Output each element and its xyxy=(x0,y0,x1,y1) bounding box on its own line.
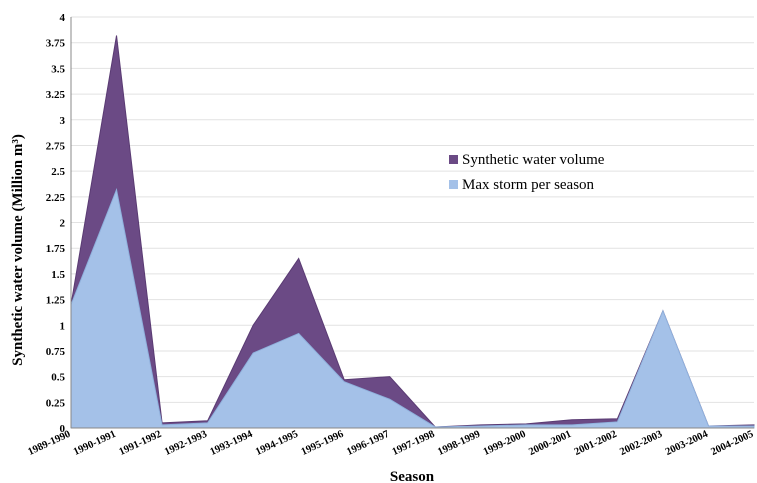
legend-swatch-synthetic-water-volume xyxy=(449,155,458,164)
x-tick-label: 1990-1991 xyxy=(72,429,118,458)
legend-swatch-max-storm xyxy=(449,180,458,189)
y-tick-label: 2 xyxy=(60,218,66,230)
y-tick-label: 0.75 xyxy=(46,346,66,358)
x-axis-title: Season xyxy=(390,469,435,483)
y-tick-label: 2.5 xyxy=(51,166,65,178)
x-tick-label: 1991-1992 xyxy=(117,429,163,458)
x-tick-label: 1998-1999 xyxy=(436,429,482,458)
y-tick-label: 1.25 xyxy=(46,295,66,307)
area-max-storm-per-season xyxy=(70,187,755,429)
x-tick-label: 2002-2003 xyxy=(618,429,664,458)
x-tick-label: 2001-2002 xyxy=(573,429,619,458)
legend: Synthetic water volume Max storm per sea… xyxy=(449,152,605,193)
y-tick-label: 0 xyxy=(60,423,66,435)
x-tick-label: 1994-1995 xyxy=(254,429,300,458)
y-tick-label: 1 xyxy=(60,320,66,332)
y-tick-label: 0.25 xyxy=(46,397,66,409)
y-tick-labels: 0 0.25 0.5 0.75 1 1.25 1.5 1.75 2 2.25 2.5 2.75 3 3.2… xyxy=(46,12,66,435)
x-tick-label: 2000-2001 xyxy=(527,429,573,458)
x-tick-label: 1992-1993 xyxy=(163,429,209,458)
y-tick-label: 4 xyxy=(60,12,66,24)
x-tick-labels: 1989-1990 1990-1991 1991-1992 1992-1993 1993… xyxy=(26,428,755,458)
x-tick-label: 2004-2005 xyxy=(709,429,755,458)
legend-label-max-storm: Max storm per season xyxy=(462,177,595,193)
gridlines xyxy=(71,16,754,429)
axes xyxy=(70,17,754,429)
x-tick-label: 2003-2004 xyxy=(664,428,711,458)
area-series xyxy=(70,35,755,429)
y-tick-label: 3.5 xyxy=(51,63,65,75)
y-axis-title: Synthetic water volume (Million m³) xyxy=(10,134,26,366)
y-tick-label: 3.25 xyxy=(46,89,66,101)
y-tick-label: 1.5 xyxy=(51,269,65,281)
y-tick-label: 2.75 xyxy=(46,140,66,152)
y-tick-label: 1.75 xyxy=(46,243,66,255)
legend-label-synthetic-water-volume: Synthetic water volume xyxy=(462,152,605,168)
x-tick-label: 1996-1997 xyxy=(345,429,391,458)
y-tick-label: 2.25 xyxy=(46,192,66,204)
y-tick-label: 3.75 xyxy=(46,38,66,50)
x-tick-label: 1999-2000 xyxy=(482,429,528,458)
x-tick-label: 1995-1996 xyxy=(300,429,346,458)
x-tick-label: 1989-1990 xyxy=(26,429,72,458)
y-tick-label: 3 xyxy=(60,115,66,127)
x-tick-label: 1993-1994 xyxy=(209,428,256,458)
y-tick-label: 0.5 xyxy=(51,372,65,384)
x-tick-label: 1997-1998 xyxy=(391,429,437,458)
